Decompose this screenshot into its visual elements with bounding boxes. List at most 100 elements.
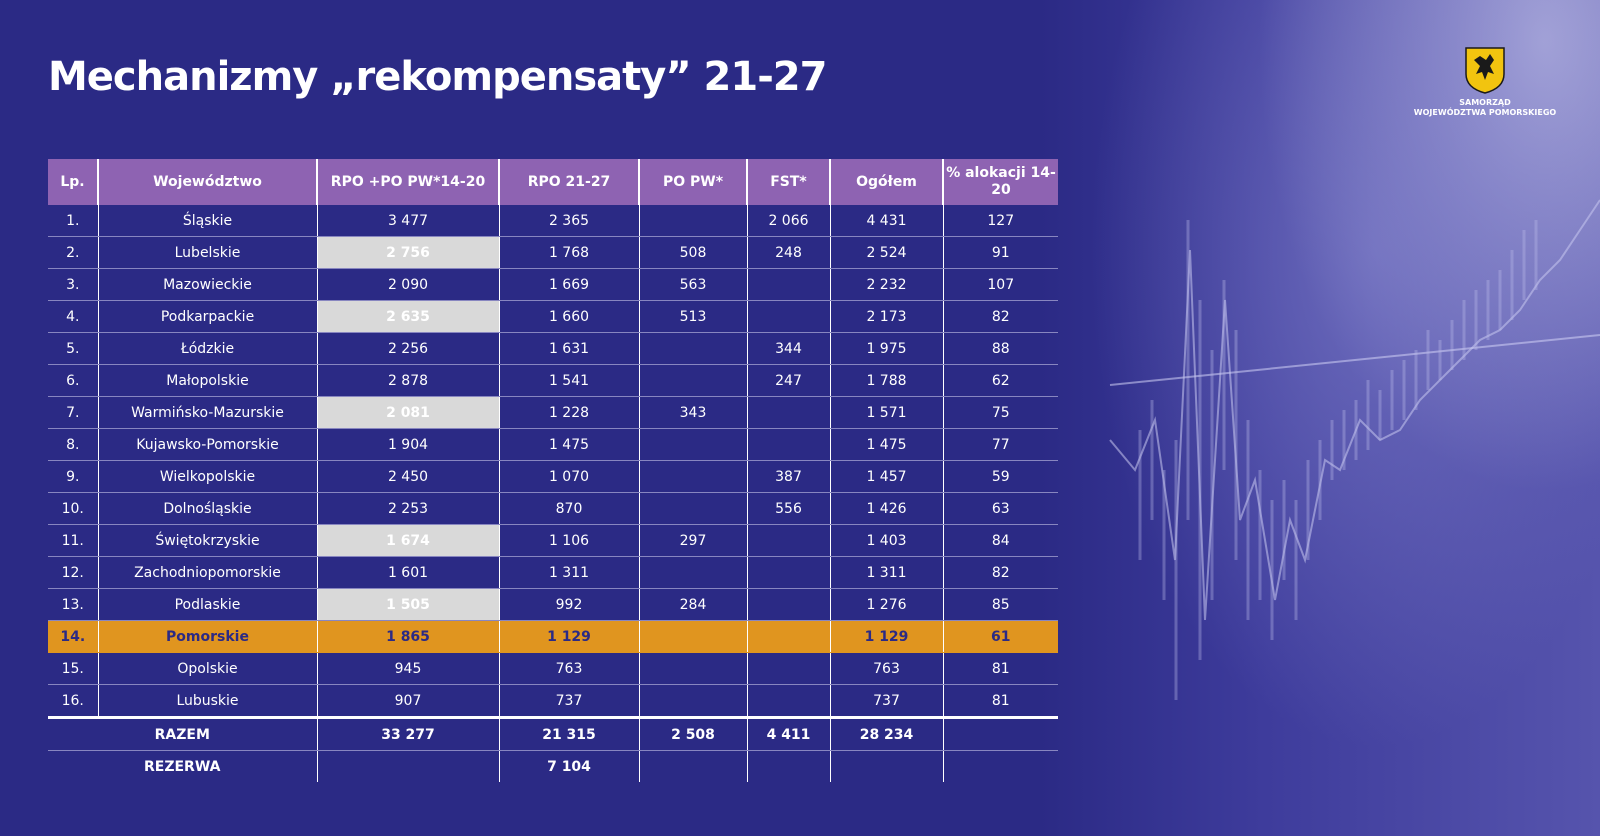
cell-popw bbox=[639, 556, 748, 589]
cell-rpo-1420: 945 bbox=[317, 652, 500, 685]
page-title: Mechanizmy „rekompensaty” 21-27 bbox=[48, 54, 827, 100]
cell-popw bbox=[639, 492, 748, 525]
cell-lp: 7. bbox=[48, 396, 99, 429]
cell-lp: 16. bbox=[48, 684, 99, 719]
table-row-razem: RAZEM 33 277 21 315 2 508 4 411 28 234 bbox=[48, 717, 1058, 751]
cell-rpo-1420: 1 674 bbox=[317, 524, 500, 557]
cell-ogolem: 763 bbox=[830, 652, 944, 685]
rezerwa-label: REZERWA bbox=[48, 750, 318, 782]
razem-rpo-2127: 21 315 bbox=[499, 717, 640, 751]
background-chart-image bbox=[1040, 0, 1600, 836]
cell-popw bbox=[639, 684, 748, 719]
background-chart-graphic bbox=[1109, 199, 1600, 700]
cell-rpo-1420: 1 865 bbox=[317, 620, 500, 653]
rezerwa-ogolem bbox=[830, 750, 944, 782]
cell-ogolem: 1 311 bbox=[830, 556, 944, 589]
cell-fst: 2 066 bbox=[747, 205, 831, 237]
razem-label: RAZEM bbox=[48, 717, 318, 751]
cell-wojewodztwo: Dolnośląskie bbox=[98, 492, 318, 525]
cell-fst bbox=[747, 428, 831, 461]
cell-popw bbox=[639, 364, 748, 397]
table-row: 2. Lubelskie 2 756 1 768 508 248 2 524 91 bbox=[48, 236, 1058, 269]
cell-wojewodztwo: Podlaskie bbox=[98, 588, 318, 621]
cell-lp: 11. bbox=[48, 524, 99, 557]
table-row: 10. Dolnośląskie 2 253 870 556 1 426 63 bbox=[48, 492, 1058, 525]
cell-fst: 344 bbox=[747, 332, 831, 365]
razem-fst: 4 411 bbox=[747, 717, 831, 751]
cell-wojewodztwo: Lubelskie bbox=[98, 236, 318, 269]
cell-rpo-2127: 1 070 bbox=[499, 460, 640, 493]
cell-pct-alokacji: 61 bbox=[943, 620, 1058, 653]
cell-wojewodztwo: Wielkopolskie bbox=[98, 460, 318, 493]
column-header-rpo-2127: RPO 21-27 bbox=[499, 159, 640, 205]
cell-rpo-1420: 2 878 bbox=[317, 364, 500, 397]
razem-rpo-1420: 33 277 bbox=[317, 717, 500, 751]
cell-popw bbox=[639, 428, 748, 461]
logo-text-line2: WOJEWÓDZTWA POMORSKIEGO bbox=[1413, 108, 1557, 117]
cell-wojewodztwo: Łódzkie bbox=[98, 332, 318, 365]
cell-ogolem: 1 403 bbox=[830, 524, 944, 557]
cell-rpo-2127: 1 475 bbox=[499, 428, 640, 461]
cell-lp: 8. bbox=[48, 428, 99, 461]
cell-fst bbox=[747, 684, 831, 719]
cell-fst: 247 bbox=[747, 364, 831, 397]
cell-rpo-1420: 3 477 bbox=[317, 205, 500, 237]
cell-fst: 387 bbox=[747, 460, 831, 493]
cell-ogolem: 1 788 bbox=[830, 364, 944, 397]
cell-ogolem: 1 426 bbox=[830, 492, 944, 525]
cell-popw: 343 bbox=[639, 396, 748, 429]
cell-pct-alokacji: 59 bbox=[943, 460, 1058, 493]
cell-wojewodztwo: Lubuskie bbox=[98, 684, 318, 719]
cell-rpo-2127: 1 106 bbox=[499, 524, 640, 557]
cell-lp: 9. bbox=[48, 460, 99, 493]
column-header-rpo-1420: RPO +PO PW*14-20 bbox=[317, 159, 500, 205]
cell-rpo-1420: 2 253 bbox=[317, 492, 500, 525]
column-header-ogolem: Ogółem bbox=[830, 159, 944, 205]
razem-ogolem: 28 234 bbox=[830, 717, 944, 751]
cell-ogolem: 1 975 bbox=[830, 332, 944, 365]
table-row: 5. Łódzkie 2 256 1 631 344 1 975 88 bbox=[48, 332, 1058, 365]
table-row: 3. Mazowieckie 2 090 1 669 563 2 232 107 bbox=[48, 268, 1058, 301]
cell-wojewodztwo: Świętokrzyskie bbox=[98, 524, 318, 557]
cell-lp: 13. bbox=[48, 588, 99, 621]
cell-ogolem: 1 129 bbox=[830, 620, 944, 653]
cell-rpo-1420: 1 904 bbox=[317, 428, 500, 461]
cell-rpo-1420: 2 450 bbox=[317, 460, 500, 493]
cell-fst bbox=[747, 300, 831, 333]
cell-rpo-1420: 2 256 bbox=[317, 332, 500, 365]
cell-ogolem: 2 232 bbox=[830, 268, 944, 301]
rezerwa-fst bbox=[747, 750, 831, 782]
rezerwa-pct bbox=[943, 751, 1058, 783]
logo: SAMORZĄD WOJEWÓDZTWA POMORSKIEGO bbox=[1410, 46, 1560, 118]
cell-wojewodztwo: Małopolskie bbox=[98, 364, 318, 397]
cell-popw: 508 bbox=[639, 236, 748, 269]
cell-wojewodztwo: Opolskie bbox=[98, 652, 318, 685]
column-header-pct-alokacji: % alokacji 14-20 bbox=[943, 159, 1058, 205]
cell-ogolem: 1 276 bbox=[830, 588, 944, 621]
table-row: 14. Pomorskie 1 865 1 129 1 129 61 bbox=[48, 620, 1058, 653]
cell-pct-alokacji: 75 bbox=[943, 396, 1058, 429]
cell-ogolem: 2 173 bbox=[830, 300, 944, 333]
cell-rpo-2127: 1 660 bbox=[499, 300, 640, 333]
cell-lp: 1. bbox=[48, 205, 99, 237]
cell-pct-alokacji: 81 bbox=[943, 684, 1058, 719]
column-header-fst: FST* bbox=[747, 159, 831, 205]
cell-rpo-2127: 737 bbox=[499, 684, 640, 719]
cell-rpo-2127: 1 228 bbox=[499, 396, 640, 429]
razem-popw: 2 508 bbox=[639, 717, 748, 751]
cell-wojewodztwo: Podkarpackie bbox=[98, 300, 318, 333]
cell-lp: 6. bbox=[48, 364, 99, 397]
column-header-popw: PO PW* bbox=[639, 159, 748, 205]
cell-ogolem: 1 475 bbox=[830, 428, 944, 461]
cell-ogolem: 1 571 bbox=[830, 396, 944, 429]
cell-pct-alokacji: 63 bbox=[943, 492, 1058, 525]
cell-fst bbox=[747, 652, 831, 685]
cell-lp: 4. bbox=[48, 300, 99, 333]
rezerwa-rpo-1420 bbox=[317, 750, 500, 782]
cell-popw: 297 bbox=[639, 524, 748, 557]
cell-fst bbox=[747, 396, 831, 429]
cell-rpo-1420: 2 756 bbox=[317, 236, 500, 269]
cell-wojewodztwo: Mazowieckie bbox=[98, 268, 318, 301]
cell-popw: 513 bbox=[639, 300, 748, 333]
cell-lp: 10. bbox=[48, 492, 99, 525]
